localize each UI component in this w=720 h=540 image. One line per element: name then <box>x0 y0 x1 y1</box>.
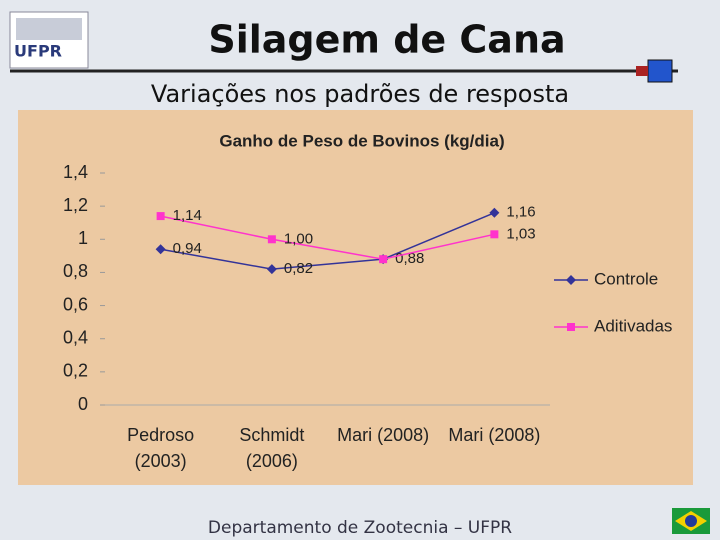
x-tick-label: Pedroso (2003) <box>127 425 195 471</box>
data-label: 0,94 <box>173 240 202 257</box>
legend-label: Aditivadas <box>594 316 672 335</box>
data-point <box>490 230 499 239</box>
y-tick-label: 0,8 <box>63 261 88 281</box>
data-label: 0,82 <box>284 260 313 277</box>
data-point <box>379 255 388 264</box>
logo-building <box>16 18 82 40</box>
decor-icon <box>647 59 673 83</box>
flag <box>685 515 697 527</box>
x-tick-label: Mari (2008) <box>448 425 541 445</box>
data-point <box>489 207 500 218</box>
chart-title: Ganho de Peso de Bovinos (kg/dia) <box>219 131 504 150</box>
y-tick-label: 1,4 <box>63 162 88 182</box>
data-point <box>155 244 166 255</box>
data-label: 1,03 <box>506 225 535 242</box>
y-tick-label: 0,6 <box>63 294 88 314</box>
y-tick-label: 0,2 <box>63 361 88 381</box>
y-tick-label: 1,2 <box>63 195 88 215</box>
decor-icon <box>636 66 648 76</box>
legend-marker <box>567 323 575 331</box>
data-label: 1,00 <box>284 230 313 247</box>
data-label: 1,16 <box>506 204 535 221</box>
x-tick-label: Schmidt (2006) <box>239 425 305 471</box>
footer: Departamento de Zootecnia – UFPR <box>208 518 512 538</box>
legend-label: Controle <box>594 269 658 288</box>
slide-subtitle: Variações nos padrões de resposta <box>151 80 569 108</box>
series-line <box>160 212 495 270</box>
x-tick-label: Mari (2008) <box>337 425 430 445</box>
data-point <box>267 235 276 244</box>
y-tick-label: 1 <box>78 228 88 248</box>
slide-title: Silagem de Cana <box>208 18 565 62</box>
logo-text: UFPR <box>14 42 62 61</box>
data-point <box>266 264 277 275</box>
y-tick-label: 0,4 <box>63 327 88 347</box>
chart-area <box>18 110 693 485</box>
y-tick-label: 0 <box>78 394 88 414</box>
series-line <box>160 215 495 260</box>
data-label: 1,14 <box>173 207 202 224</box>
data-point <box>156 212 165 221</box>
legend-marker <box>566 275 576 285</box>
